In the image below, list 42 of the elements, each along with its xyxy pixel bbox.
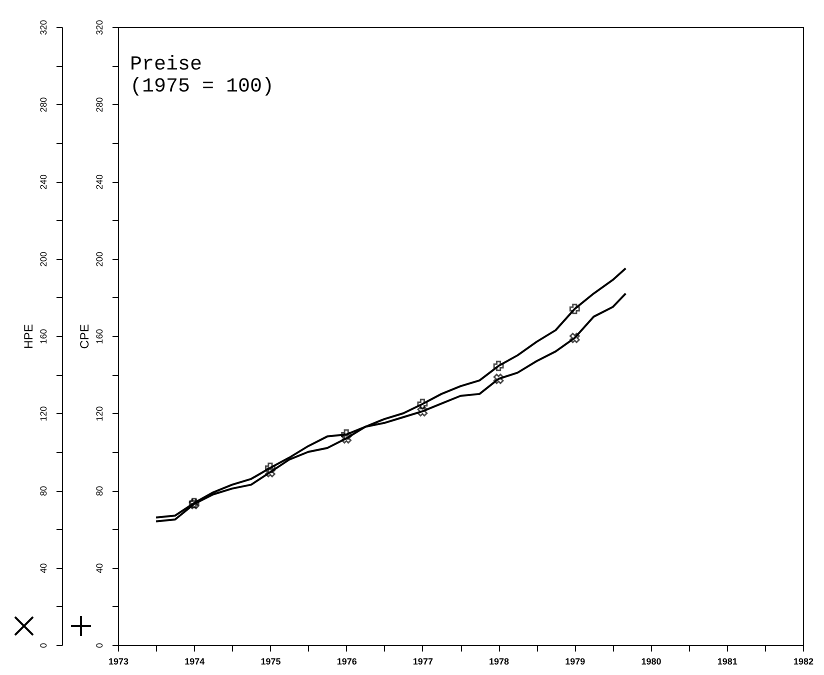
y-tick-label: 0 [38, 642, 48, 648]
x-tick-label: 1975 [260, 656, 281, 666]
x-tick-label: 1976 [336, 656, 357, 666]
point [493, 374, 504, 384]
y-tick-label: 160 [38, 328, 48, 344]
y-tick-label: 240 [38, 174, 48, 190]
x-tick-label: 1979 [565, 656, 586, 666]
y2-tick-label: 240 [94, 174, 104, 190]
point [569, 332, 580, 344]
y-tick-label: 200 [38, 252, 48, 267]
y2-tick-label: 280 [94, 97, 104, 112]
x-tick-label: 1981 [717, 656, 738, 666]
point [493, 360, 504, 372]
y-tick-label: 280 [38, 97, 48, 112]
point [265, 462, 276, 474]
text: (1975 = 100) [130, 75, 274, 98]
y2-tick-label: 80 [94, 486, 104, 496]
y2-tick-label: 40 [94, 563, 104, 574]
point [569, 304, 580, 314]
x-tick-label: 1978 [489, 656, 510, 666]
x-tick-label: 1974 [184, 656, 205, 666]
y-axis-title: HPE [22, 324, 36, 349]
text: Preise [130, 53, 202, 76]
point [417, 406, 428, 416]
point [265, 466, 276, 478]
point [341, 433, 352, 444]
x-tick-label: 1973 [108, 656, 129, 666]
y2-tick-label: 120 [94, 406, 104, 422]
y2-tick-label: 200 [94, 252, 104, 267]
y-tick-label: 40 [38, 563, 48, 574]
y2-tick-label: 0 [94, 642, 104, 648]
y2-tick-label: 320 [94, 20, 104, 36]
y-tick-label: 120 [38, 406, 48, 422]
x-tick-label: 1982 [793, 656, 814, 666]
x-tick-label: 1980 [641, 656, 662, 666]
point [417, 398, 428, 410]
y-tick-label: 320 [38, 20, 48, 36]
y2-axis-title: CPE [78, 324, 92, 349]
y-tick-label: 80 [38, 486, 48, 496]
y2-tick-label: 160 [94, 328, 104, 344]
x-tick-label: 1977 [412, 656, 433, 666]
point [341, 429, 352, 440]
